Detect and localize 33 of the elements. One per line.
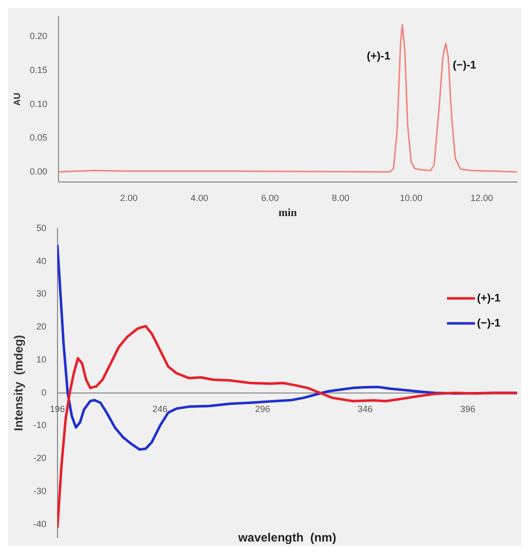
x-tick-label: 10.00 <box>400 192 422 203</box>
y-tick-label: 0.10 <box>30 98 48 109</box>
x-tick-label: 396 <box>460 404 476 414</box>
x-tick-label: 4.00 <box>190 192 208 203</box>
y-tick-label: 0.00 <box>30 166 48 176</box>
x-axis-title: wavelength (nm) <box>237 530 336 544</box>
y-axis-title: AU <box>12 92 22 106</box>
y-tick-label: 50 <box>36 222 46 233</box>
legend-label: (+)-1 <box>477 292 501 304</box>
y-tick-label: -40 <box>33 518 46 529</box>
y-tick-label: 40 <box>36 256 46 266</box>
x-tick-label: 346 <box>358 404 373 414</box>
y-tick-label: 0.20 <box>30 31 48 42</box>
x-tick-label: 8.00 <box>332 192 350 203</box>
annotation: (+)-1 <box>366 50 390 63</box>
legend-label: (−)-1 <box>477 317 501 330</box>
y-tick-label: 0.15 <box>30 64 48 75</box>
y-tick-label: 0 <box>41 387 46 398</box>
y-tick-label: 0.05 <box>30 132 48 143</box>
y-tick-label: 10 <box>36 354 46 364</box>
x-tick-label: 296 <box>255 404 270 414</box>
y-tick-label: 30 <box>36 288 46 299</box>
x-tick-label: 246 <box>152 404 168 414</box>
y-tick-label: -10 <box>33 420 46 430</box>
x-tick-label: 6.00 <box>261 192 279 203</box>
y-tick-label: -20 <box>33 453 46 464</box>
x-axis-title: min <box>278 207 297 220</box>
y-axis-title: Intensity (mdeg) <box>12 334 26 432</box>
annotation: (−)-1 <box>452 59 476 72</box>
x-tick-label: 12.00 <box>470 192 493 203</box>
y-tick-label: -30 <box>33 486 46 496</box>
y-tick-label: 20 <box>36 322 46 332</box>
x-tick-label: 2.00 <box>120 192 138 203</box>
